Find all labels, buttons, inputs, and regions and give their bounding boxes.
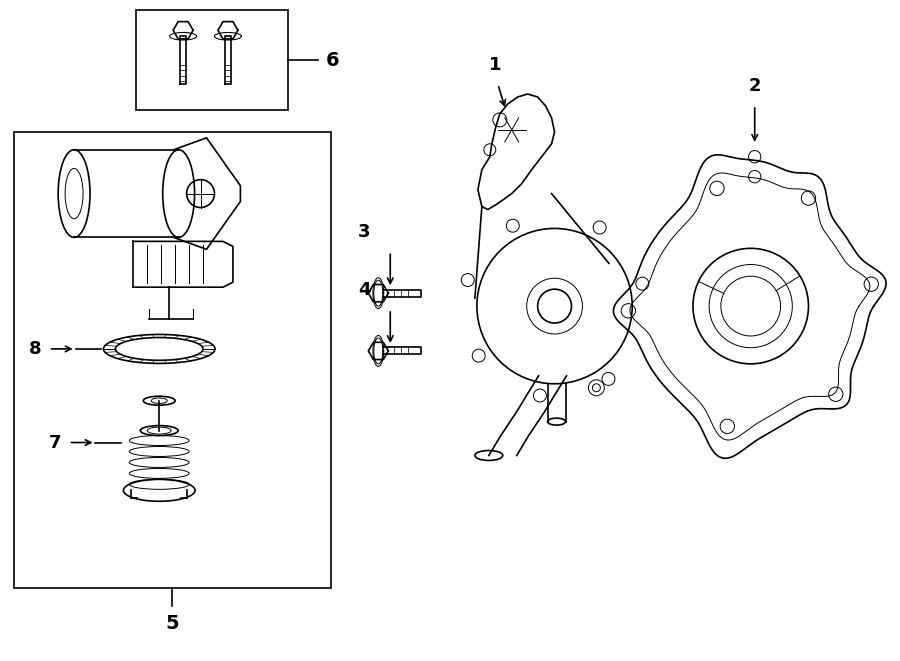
Text: 6: 6 — [326, 51, 339, 69]
Text: 4: 4 — [358, 281, 371, 299]
Text: 5: 5 — [166, 614, 179, 633]
Text: 7: 7 — [50, 434, 61, 451]
Text: 3: 3 — [358, 223, 371, 241]
Text: 1: 1 — [489, 56, 501, 74]
Text: 8: 8 — [29, 340, 41, 358]
Text: 2: 2 — [749, 77, 761, 95]
